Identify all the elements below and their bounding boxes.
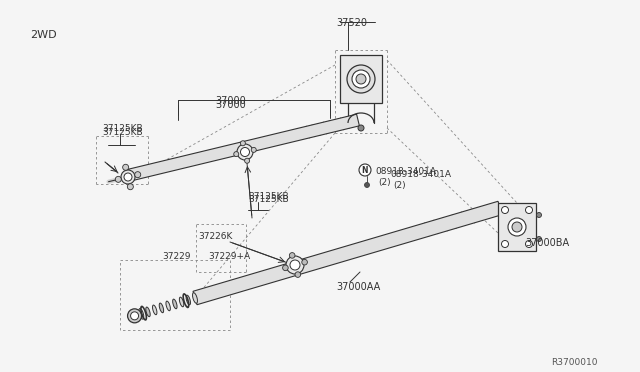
Text: 37125KB: 37125KB	[102, 124, 143, 133]
Text: 37226K: 37226K	[198, 232, 232, 241]
Text: 37000BA: 37000BA	[525, 238, 569, 248]
Circle shape	[135, 171, 141, 178]
Ellipse shape	[186, 295, 191, 305]
Circle shape	[124, 173, 132, 181]
Text: (2): (2)	[393, 181, 406, 190]
Circle shape	[512, 222, 522, 232]
Circle shape	[123, 164, 129, 170]
Circle shape	[365, 183, 369, 187]
Circle shape	[525, 241, 532, 247]
Circle shape	[241, 141, 245, 146]
Text: 37000: 37000	[215, 100, 246, 110]
Circle shape	[502, 206, 509, 214]
Circle shape	[283, 265, 288, 271]
Polygon shape	[193, 201, 502, 305]
Ellipse shape	[166, 301, 170, 311]
Text: 37125KB: 37125KB	[102, 128, 143, 137]
Ellipse shape	[139, 308, 144, 319]
Text: 37000AA: 37000AA	[336, 282, 380, 292]
Circle shape	[525, 206, 532, 214]
Bar	[498, 203, 536, 251]
Text: 37520: 37520	[336, 18, 367, 28]
Circle shape	[536, 212, 541, 218]
Circle shape	[347, 65, 375, 93]
Circle shape	[115, 176, 121, 182]
Text: 08918-3401A: 08918-3401A	[390, 170, 451, 179]
Circle shape	[252, 147, 256, 153]
Text: 37229+A: 37229+A	[208, 252, 250, 261]
Bar	[340, 55, 382, 103]
Circle shape	[234, 152, 239, 157]
Circle shape	[502, 241, 509, 247]
Circle shape	[359, 164, 371, 176]
Text: 08918-3401A: 08918-3401A	[375, 167, 436, 176]
Circle shape	[286, 256, 304, 274]
Circle shape	[121, 170, 135, 184]
Text: (2): (2)	[378, 178, 390, 187]
Ellipse shape	[193, 293, 198, 303]
Text: 37229: 37229	[162, 252, 191, 261]
Ellipse shape	[173, 299, 177, 309]
Circle shape	[244, 158, 250, 163]
Text: N: N	[362, 166, 368, 174]
Text: R3700010: R3700010	[552, 358, 598, 367]
Circle shape	[127, 184, 133, 190]
Polygon shape	[129, 114, 360, 181]
Circle shape	[241, 148, 250, 157]
Circle shape	[295, 272, 301, 278]
Circle shape	[290, 260, 300, 270]
Text: 37125KB: 37125KB	[248, 192, 289, 201]
Circle shape	[289, 253, 295, 258]
Circle shape	[356, 74, 366, 84]
Circle shape	[536, 237, 541, 241]
Circle shape	[508, 218, 526, 236]
Text: 37000: 37000	[215, 96, 246, 106]
Ellipse shape	[179, 297, 184, 307]
Circle shape	[127, 309, 141, 323]
Circle shape	[352, 70, 370, 88]
Ellipse shape	[159, 303, 164, 313]
Text: 37125KB: 37125KB	[248, 195, 289, 204]
Ellipse shape	[152, 305, 157, 315]
Ellipse shape	[146, 307, 150, 317]
Circle shape	[302, 259, 307, 265]
Circle shape	[131, 312, 139, 320]
Circle shape	[237, 144, 253, 160]
Circle shape	[358, 125, 364, 131]
Text: 2WD: 2WD	[30, 30, 56, 40]
